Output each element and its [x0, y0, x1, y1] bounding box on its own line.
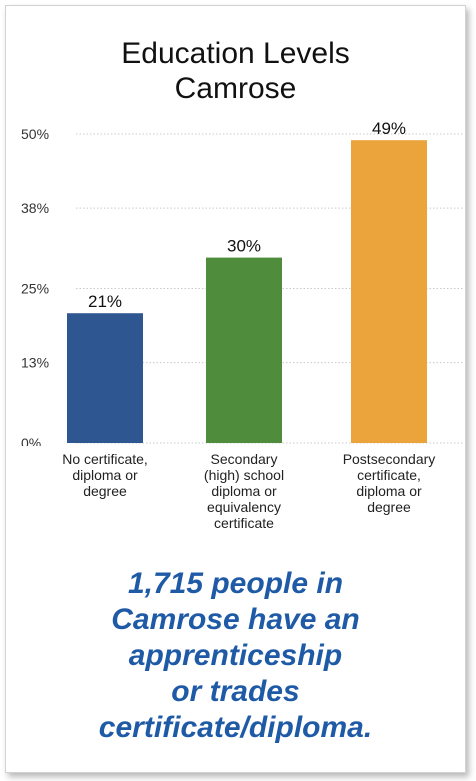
- footnote-line: apprenticeship: [128, 639, 343, 672]
- category-label-no-certificate: No certificate, diploma or degree: [45, 451, 165, 499]
- data-label: 49%: [372, 119, 406, 138]
- footnote-line: 1,715 people in: [127, 567, 344, 600]
- y-tick-label: 0%: [21, 435, 41, 446]
- category-label-secondary: Secondary (high) school diploma or equiv…: [184, 451, 304, 531]
- chart-title-line-1: Education Levels: [121, 37, 350, 70]
- y-tick-label: 38%: [21, 200, 49, 216]
- category-label-line: Postsecondary: [342, 451, 436, 467]
- y-tick-label: 13%: [21, 355, 49, 371]
- category-label-line: degree: [367, 499, 411, 515]
- chart-card: Education Levels Camrose 0% 13% 25% 38% 50% 2…: [5, 5, 466, 773]
- category-label-line: equivalency: [207, 499, 281, 515]
- category-label-line: No certificate,: [62, 451, 148, 467]
- bar: [67, 313, 143, 443]
- bar-chart: 0% 13% 25% 38% 50% 21% 30% 49%: [21, 119, 464, 446]
- category-label-line: diploma or: [211, 483, 277, 499]
- category-label-line: certificate: [214, 515, 274, 531]
- footnote-line: Camrose have an: [111, 603, 360, 636]
- category-label-postsecondary: Postsecondary certificate, diploma or de…: [329, 451, 449, 515]
- category-label-line: Secondary: [210, 451, 278, 467]
- chart-title-line-2: Camrose: [174, 72, 297, 105]
- footnote: 1,715 people in Camrose have an apprenti…: [6, 566, 465, 746]
- data-label: 30%: [227, 237, 261, 256]
- bar: [206, 257, 282, 443]
- category-label-line: diploma or: [356, 483, 422, 499]
- category-label-line: (high) school: [203, 467, 285, 483]
- y-tick-label: 25%: [21, 281, 49, 297]
- bar: [351, 140, 427, 443]
- category-label-line: certificate,: [357, 467, 421, 483]
- footnote-line: or trades: [171, 675, 300, 708]
- category-label-line: diploma or: [72, 467, 138, 483]
- y-tick-label: 50%: [21, 126, 49, 142]
- footnote-line: certificate/diploma.: [98, 711, 373, 744]
- category-label-line: degree: [83, 483, 127, 499]
- data-label: 21%: [88, 292, 122, 311]
